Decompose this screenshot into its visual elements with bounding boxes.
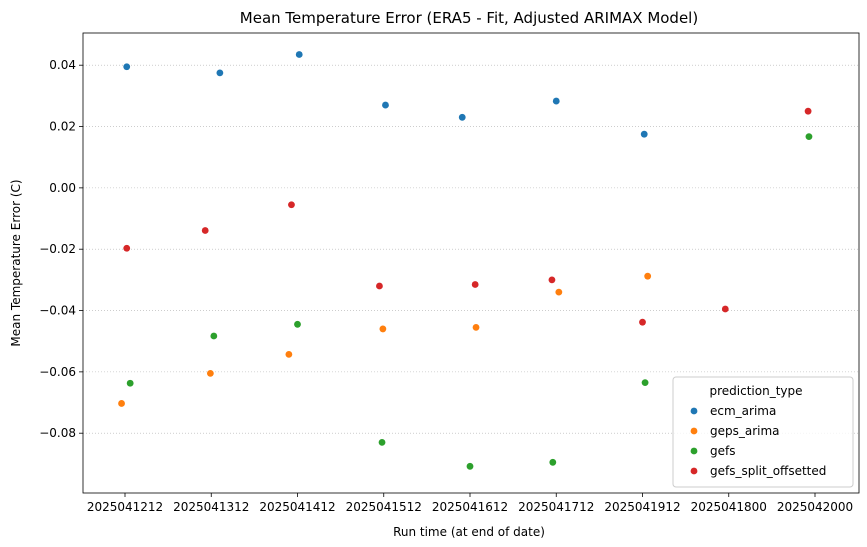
data-point-gefs — [805, 133, 813, 141]
data-point-ecm-arima — [382, 101, 389, 109]
x-tick-label: 2025041612 — [432, 500, 508, 514]
legend-label-ecm-arima: ecm_arima — [710, 404, 776, 418]
data-point-ecm-arima — [123, 63, 131, 71]
data-point-geps-arima — [285, 350, 293, 358]
data-point-geps-arima — [644, 272, 652, 280]
data-point-geps-arima — [472, 324, 480, 331]
x-tick-label: 2025042000 — [777, 500, 853, 514]
data-points — [118, 51, 813, 470]
data-point-ecm-arima — [458, 113, 466, 121]
data-point-gefs-split-offsetted — [721, 305, 729, 313]
data-point-gefs-split-offsetted — [639, 318, 646, 326]
data-point-ecm-arima — [295, 51, 303, 58]
x-tick-label: 2025041312 — [173, 500, 249, 514]
legend-marker-gefs-split-offsetted — [690, 467, 698, 475]
x-axis-ticks: 2025041212 2025041312 2025041412 2025041512… — [87, 493, 853, 514]
data-point-gefs — [641, 379, 649, 386]
data-point-gefs — [210, 332, 218, 340]
data-point-gefs — [378, 439, 386, 446]
data-point-geps-arima — [206, 370, 214, 377]
data-point-gefs — [294, 320, 301, 328]
data-point-gefs-split-offsetted — [376, 282, 383, 290]
legend-label-gefs-split-offsetted: gefs_split_offsetted — [710, 464, 826, 478]
data-point-gefs-split-offsetted — [548, 276, 556, 284]
data-point-ecm-arima — [552, 97, 560, 105]
x-tick-label: 2025041512 — [346, 500, 422, 514]
chart-title: Mean Temperature Error (ERA5 - Fit, Adju… — [240, 9, 698, 27]
x-axis-label: Run time (at end of date) — [393, 525, 545, 539]
x-tick-label: 2025041912 — [604, 500, 680, 514]
y-tick-label: 0.02 — [49, 120, 76, 134]
legend-label-gefs: gefs — [710, 444, 735, 458]
legend-marker-gefs — [690, 447, 698, 455]
data-point-gefs-split-offsetted — [288, 201, 295, 209]
y-axis-ticks: 0.04 0.02 0.00 −0.02 −0.04 −0.06 −0.08 — [39, 58, 83, 440]
data-point-gefs-split-offsetted — [804, 107, 812, 115]
data-point-gefs — [466, 462, 474, 470]
data-point-ecm-arima — [640, 130, 648, 138]
x-tick-label: 2025041800 — [691, 500, 767, 514]
y-tick-label: −0.06 — [39, 365, 76, 379]
data-point-gefs — [126, 379, 134, 387]
x-tick-label: 2025041412 — [259, 500, 335, 514]
y-tick-label: −0.08 — [39, 426, 76, 440]
legend-label-geps-arima: geps_arima — [710, 424, 780, 438]
plot-area-frame — [82, 32, 860, 494]
y-tick-label: −0.02 — [39, 242, 76, 256]
data-point-gefs — [549, 458, 557, 466]
data-point-geps-arima — [379, 325, 387, 333]
data-point-ecm-arima — [216, 69, 224, 77]
legend-marker-ecm-arima — [690, 407, 698, 415]
data-point-geps-arima — [555, 288, 563, 296]
legend-box — [672, 376, 854, 488]
y-axis-label: Mean Temperature Error (C) — [9, 179, 23, 346]
data-point-gefs-split-offsetted — [201, 227, 209, 234]
legend-marker-geps-arima — [690, 427, 698, 435]
y-tick-label: −0.04 — [39, 304, 76, 318]
data-point-gefs-split-offsetted — [123, 244, 131, 252]
x-tick-label: 2025041712 — [518, 500, 594, 514]
y-tick-label: 0.00 — [49, 181, 76, 195]
y-tick-label: 0.04 — [49, 58, 76, 72]
legend-title: prediction_type — [709, 384, 802, 398]
x-tick-label: 2025041212 — [87, 500, 163, 514]
data-point-gefs-split-offsetted — [471, 281, 479, 288]
data-point-geps-arima — [118, 400, 125, 407]
